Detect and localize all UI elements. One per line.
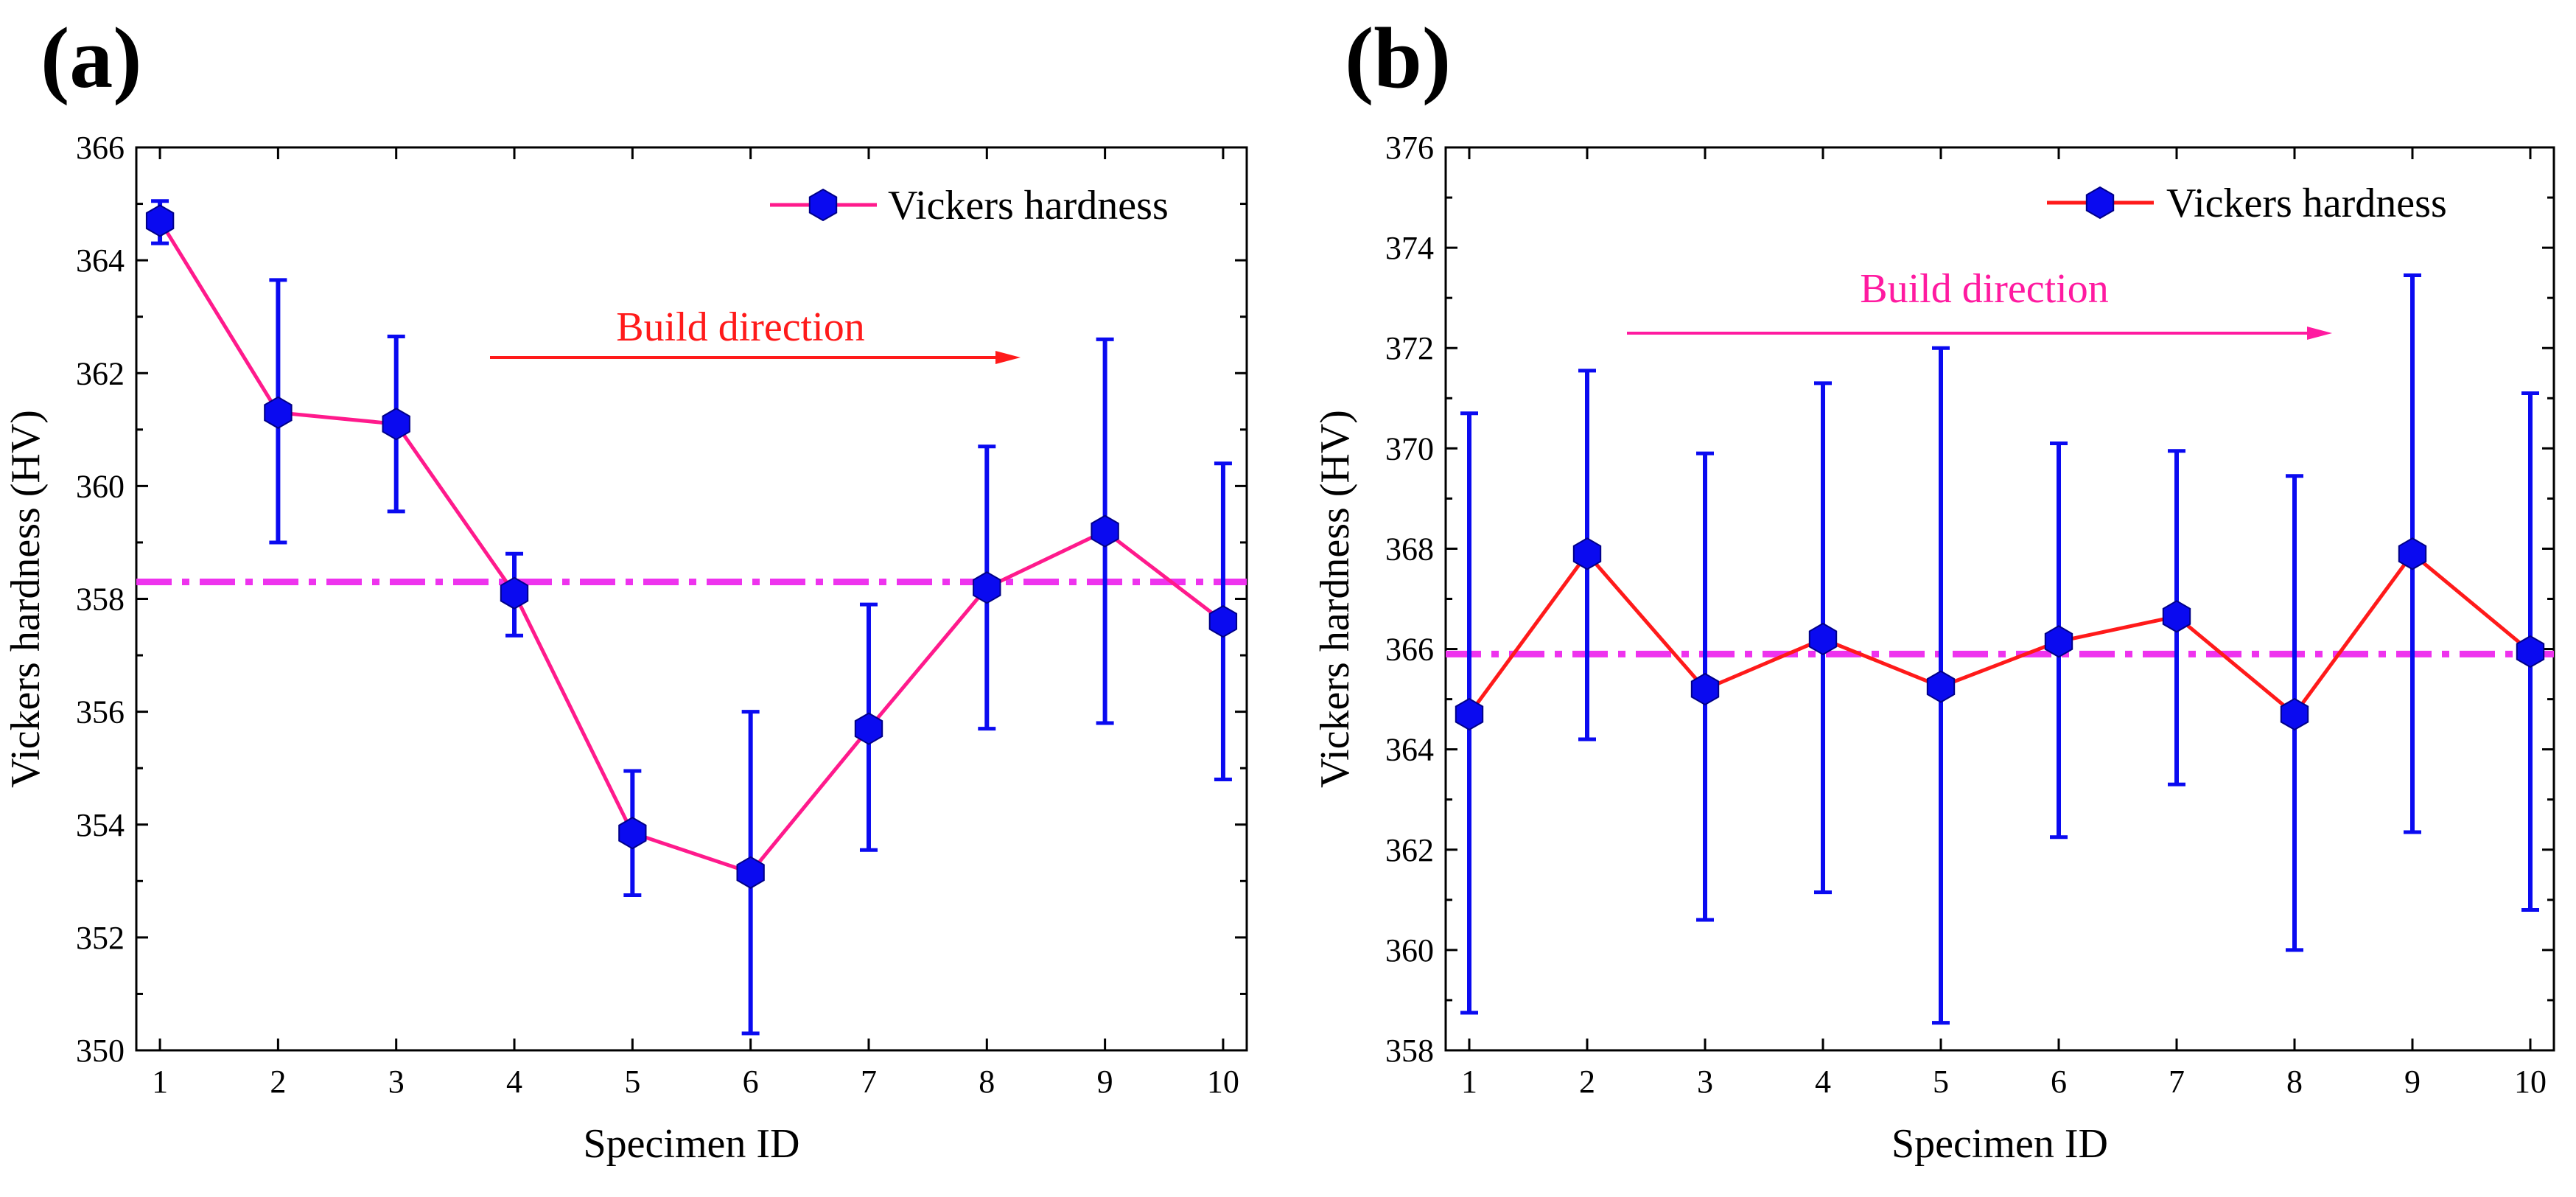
build-direction-arrow-head [2307,327,2332,340]
y-tick-label: 374 [1385,230,1434,266]
y-tick-label: 352 [76,920,125,956]
x-tick-label: 5 [624,1064,640,1100]
data-point [1091,514,1119,548]
plot-frame [135,146,1248,1052]
y-tick-label: 360 [1385,932,1434,969]
y-axis-title: Vickers hardness (HV) [1312,410,1358,788]
x-tick-label: 10 [1207,1064,1239,1100]
data-point [1455,697,1484,731]
legend-label: Vickers hardness [888,183,1169,228]
data-point [145,204,175,237]
y-tick-label: 350 [76,1033,125,1069]
data-point [1208,604,1238,638]
x-tick-label: 5 [1933,1064,1949,1100]
data-point [1926,670,1956,703]
data-point [618,817,647,850]
legend-marker [808,188,838,222]
x-tick-label: 7 [2169,1064,2185,1100]
x-tick-label: 2 [1579,1064,1595,1100]
y-tick-label: 376 [1385,130,1434,166]
y-tick-label: 362 [1385,832,1434,868]
data-point [973,571,1001,604]
data-point [1808,622,1838,656]
x-tick-label: 6 [2051,1064,2067,1100]
data-point [2044,625,2073,658]
data-point [854,712,883,745]
y-axis-title: Vickers hardness (HV) [3,410,49,788]
x-tick-label: 3 [1697,1064,1713,1100]
panel-label: (a) [41,10,142,106]
legend-label: Vickers hardness [2166,181,2447,226]
x-tick-label: 8 [979,1064,995,1100]
data-point [736,856,765,889]
x-tick-label: 3 [388,1064,405,1100]
x-tick-label: 9 [1097,1064,1113,1100]
x-tick-label: 4 [1815,1064,1831,1100]
y-tick-label: 362 [76,355,125,391]
x-tick-label: 4 [506,1064,522,1100]
panel-b: (b) 358 360 362 364 366 368 370 372 374 376 1 2 3 4 5 6 7… [1312,10,2555,1167]
build-direction-label: Build direction [1860,266,2109,312]
series-line [1467,551,2532,717]
legend-marker [2085,186,2115,220]
y-tick-label: 366 [76,130,125,166]
x-tick-label: 6 [743,1064,759,1100]
data-point [2398,537,2427,570]
data-point [1572,537,1602,570]
y-tick-label: 364 [76,242,125,279]
data-point [500,576,529,610]
data-point [382,408,410,441]
build-direction-arrow-head [995,351,1021,364]
x-tick-label: 1 [152,1064,168,1100]
y-tick-label: 368 [1385,531,1434,567]
y-tick-label: 354 [76,807,125,843]
x-tick-label: 1 [1461,1064,1477,1100]
x-tick-label: 7 [861,1064,877,1100]
y-tick-label: 372 [1385,330,1434,366]
y-tick-label: 360 [76,468,125,504]
data-point [2280,697,2309,731]
x-tick-label: 8 [2286,1064,2303,1100]
data-point [2162,600,2191,633]
y-tick-label: 366 [1385,632,1434,668]
x-tick-label: 10 [2514,1064,2547,1100]
y-tick-label: 358 [1385,1033,1434,1069]
panel-label: (b) [1345,10,1451,106]
y-tick-label: 356 [76,694,125,730]
series-line [158,220,1225,875]
x-axis-title: Specimen ID [1891,1121,2108,1167]
data-point [2516,635,2545,669]
build-direction-label: Build direction [616,304,865,350]
x-axis-title: Specimen ID [584,1121,800,1167]
y-tick-label: 370 [1385,430,1434,467]
data-point [1690,672,1720,706]
data-point [264,396,293,429]
x-tick-label: 2 [270,1064,286,1100]
y-tick-label: 358 [76,582,125,618]
panel-a: (a) 350 352 354 356 358 360 362 364 366 1 2 3 4 5 6 7 8 9 1… [3,10,1248,1167]
x-tick-label: 9 [2404,1064,2421,1100]
y-tick-label: 364 [1385,732,1434,768]
